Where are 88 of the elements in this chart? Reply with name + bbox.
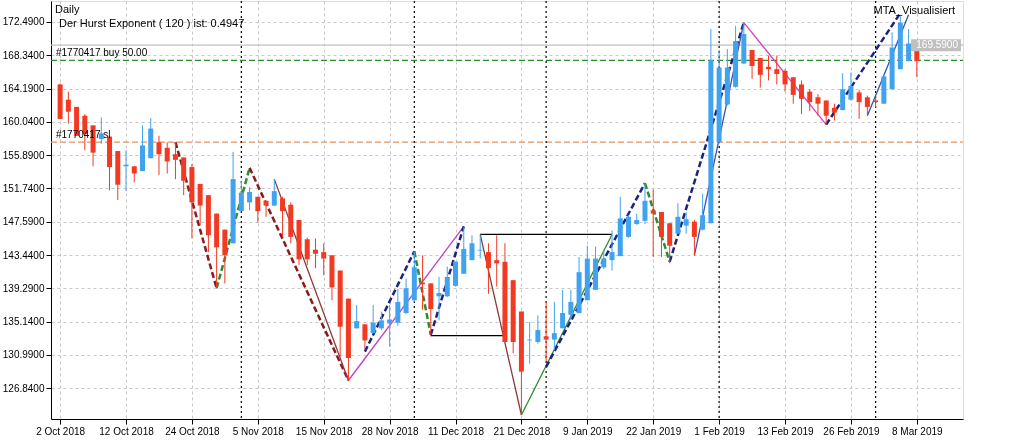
candlestick: [395, 288, 401, 327]
candlestick: [280, 196, 286, 238]
y-tick-label: 164.1900: [2, 83, 45, 95]
candlestick: [65, 91, 71, 125]
candlestick: [370, 304, 376, 334]
y-tick-label: 155.8900: [2, 149, 45, 161]
candlestick: [642, 182, 648, 225]
x-tick-label: 12 Oct 2018: [99, 425, 155, 437]
y-tick-label: 139.2900: [2, 282, 45, 294]
x-tick-label: 21 Dec 2018: [493, 425, 551, 437]
candlestick: [164, 141, 170, 174]
candlestick: [156, 135, 162, 176]
candlestick: [247, 186, 253, 211]
y-tick-label: 151.7400: [2, 182, 45, 194]
text: Der Hurst Exponent ( 120 ) ist: 0.4947: [59, 17, 245, 29]
candlestick: [700, 193, 706, 231]
candlestick: [683, 211, 689, 235]
candlestick: [444, 266, 450, 298]
y-tick-label: 172.4900: [2, 16, 45, 28]
y-tick-label: 126.8400: [2, 382, 45, 394]
candlestick: [691, 219, 697, 256]
x-tick-label: 15 Nov 2018: [295, 425, 353, 437]
candlestick: [798, 79, 804, 115]
candlestick: [782, 68, 788, 93]
candlestick: [543, 301, 549, 362]
x-tick-label: 9 Jan 2019: [563, 425, 613, 437]
candlestick: [271, 178, 277, 207]
candlestick: [98, 116, 104, 145]
candlestick: [387, 304, 393, 348]
candlestick: [757, 57, 763, 89]
x-tick-label: 8 Mar 2019: [892, 425, 944, 437]
y-tick-label: 160.0400: [2, 116, 45, 128]
candlestick: [238, 180, 244, 212]
x-tick-label: 24 Oct 2018: [165, 425, 221, 437]
x-tick-label: 5 Nov 2018: [232, 425, 285, 437]
x-tick-label: 22 Jan 2019: [626, 425, 682, 437]
annotation: MTA_Visualisiert: [873, 4, 955, 16]
candlestick: [667, 222, 673, 264]
candlestick: [321, 242, 327, 276]
x-tick-label: 26 Feb 2019: [823, 425, 880, 437]
y-tick-label: 147.5900: [2, 216, 45, 228]
candlestick: [790, 76, 796, 105]
candlestick: [172, 141, 178, 180]
candlestick: [378, 310, 384, 331]
candlestick: [749, 49, 755, 80]
candlestick: [774, 55, 780, 85]
x-tick-label: 1 Feb 2019: [694, 425, 746, 437]
candlestick: [560, 289, 566, 329]
y-tick-label: 143.4400: [2, 249, 45, 261]
candlestick: [650, 189, 656, 258]
candlestick: [848, 71, 854, 101]
candlestick: [601, 250, 607, 270]
candlestick: [675, 202, 681, 235]
candlestick: [864, 95, 870, 117]
chart-title: Daily: [55, 3, 80, 15]
y-tick-label: 135.1400: [2, 316, 45, 328]
candlestick: [263, 200, 269, 218]
candlestick: [197, 183, 203, 227]
ref-line-label: #1770417 buy 50.00: [56, 47, 148, 59]
x-tick-label: 2 Oct 2018: [36, 425, 86, 437]
candlestick: [626, 214, 631, 239]
candlestick: [856, 89, 862, 120]
candlestick: [535, 315, 541, 345]
candlestick: [551, 301, 557, 351]
candlestick: [362, 323, 368, 350]
candlestick: [477, 234, 483, 260]
candlestick: [873, 96, 879, 109]
candlestick: [906, 28, 912, 62]
candlestick: [807, 88, 813, 112]
candlestick: [255, 196, 261, 223]
candlestick: [815, 93, 821, 117]
ref-line-label: 169.5900: [916, 39, 959, 51]
x-tick-label: 13 Feb 2019: [757, 425, 815, 437]
candlestick: [568, 289, 574, 321]
candlestick: [823, 99, 829, 125]
candlestick: [494, 234, 500, 288]
candlestick: [840, 72, 846, 111]
candlestick: [312, 237, 318, 269]
x-tick-label: 11 Dec 2018: [428, 425, 485, 437]
candlestick: [181, 156, 187, 196]
y-tick-label: 130.9900: [2, 349, 45, 361]
candlestick: [485, 242, 491, 295]
candlestick: [469, 234, 475, 261]
candlestick: [609, 229, 615, 272]
x-tick-label: 28 Nov 2018: [361, 425, 419, 437]
candlestick: [436, 276, 442, 321]
candlestick: [304, 237, 310, 266]
y-tick-label: 168.3400: [2, 49, 45, 61]
